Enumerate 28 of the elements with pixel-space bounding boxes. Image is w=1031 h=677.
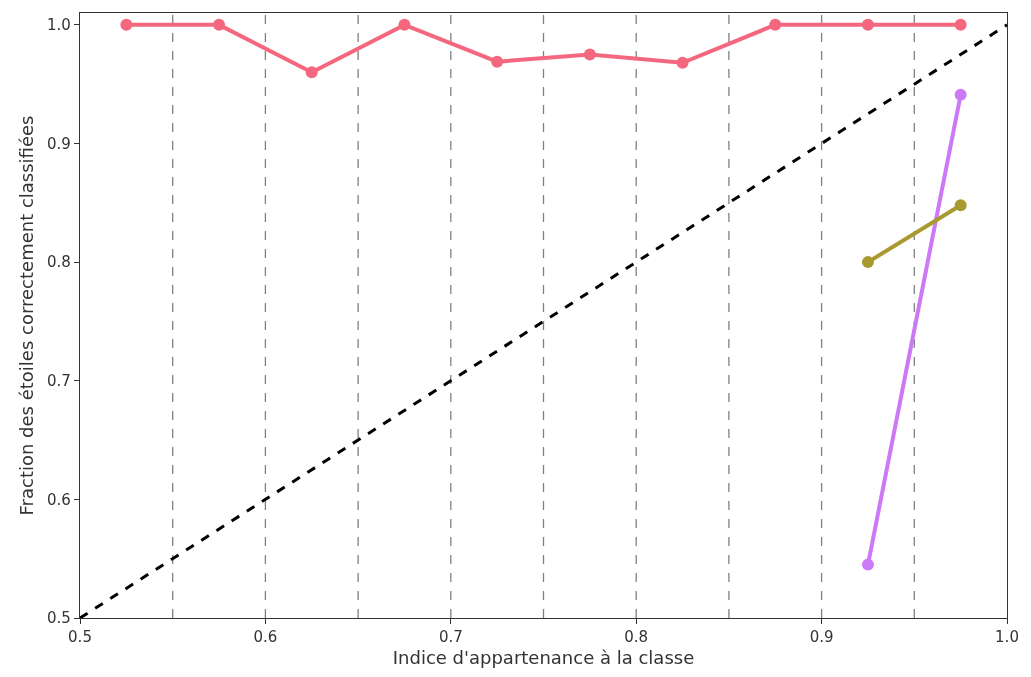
point (861, 558, 874, 571)
point (491, 55, 504, 68)
y-tick-label: 0.9 (47, 134, 71, 153)
x-tick-label: 1.0 (995, 628, 1019, 647)
point (954, 88, 967, 101)
point (305, 66, 318, 79)
x-tick-label: 0.8 (624, 628, 649, 647)
x-tick-label: 0.5 (68, 628, 92, 647)
point (213, 18, 226, 31)
point (120, 18, 133, 31)
x-tick-label: 0.7 (438, 628, 463, 647)
y-tick-label: 1.0 (47, 16, 71, 35)
point (861, 18, 874, 31)
y-axis-title: Fraction des étoiles correctement classifiées (16, 115, 38, 516)
point (676, 56, 689, 69)
y-tick-label: 0.7 (47, 372, 71, 390)
x-axis-title: Indice d'appartenance à la classe (392, 647, 695, 669)
point (954, 199, 967, 212)
x-tick-label: 0.6 (253, 628, 278, 647)
y-tick-label: 0.6 (47, 490, 71, 509)
point (861, 256, 874, 269)
point (398, 18, 411, 31)
point (769, 18, 782, 31)
y-tick-label: 0.5 (47, 609, 71, 628)
y-tick-label: 0.8 (47, 253, 71, 272)
x-tick-label: 0.9 (809, 628, 834, 647)
point (583, 48, 596, 61)
point (954, 18, 967, 31)
